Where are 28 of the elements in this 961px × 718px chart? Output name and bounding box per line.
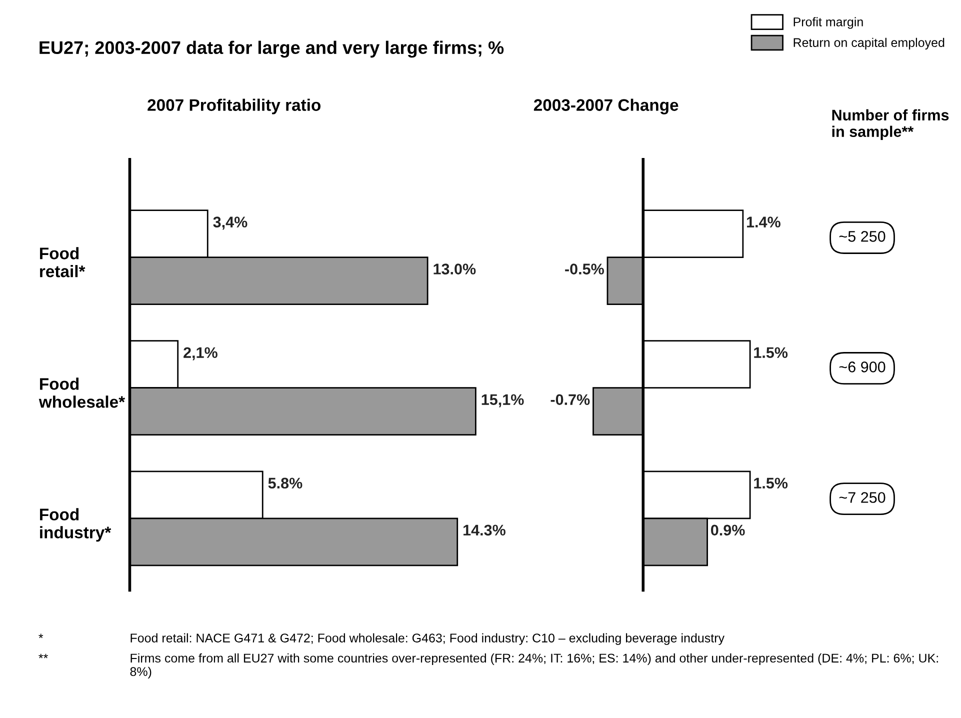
- legend-label: Profit margin: [794, 17, 863, 29]
- chart-title: EU27; 2003-2007 data for large and very large firms; %: [40, 40, 504, 58]
- text: ~5 250: [839, 231, 886, 242]
- data-label: 13.0%: [434, 264, 476, 274]
- data-label: -0.5%: [565, 264, 604, 274]
- data-label: 1.5%: [754, 347, 788, 358]
- legend-label: Return on capital employed: [794, 38, 944, 50]
- data-label: 0.9%: [711, 524, 745, 536]
- text: Food retail: NACE G471 & G472; Food wholesale: G463; Food industry: C10 – excluding beverage industry: [130, 633, 724, 645]
- text: ~6 900: [839, 362, 886, 372]
- data-label: 14.3%: [464, 524, 506, 536]
- text: Firms come from all EU27 with some countries over-represented (FR: 24%; IT: 16%; ES: 14%) and other under-represented (DE: 4%; PL: 6%; UK: 8%): [130, 653, 938, 678]
- chart-subtitle: 2003-2007 Change: [534, 98, 678, 114]
- text: Number of firms in sample**: [832, 109, 949, 140]
- text: **: [38, 654, 48, 658]
- data-label: 1.5%: [754, 478, 788, 489]
- data-label: 15,1%: [482, 394, 524, 408]
- chart-subtitle: 2007 Profitability ratio: [148, 98, 321, 114]
- y-tick-label: Food industry*: [40, 508, 112, 542]
- data-label: 1.4%: [747, 216, 780, 228]
- text: *: [38, 634, 44, 638]
- y-tick-label: Food retail*: [40, 247, 86, 278]
- text: ~7 250: [839, 492, 886, 503]
- data-label: 5.8%: [268, 478, 302, 489]
- y-tick-label: Food wholesale*: [38, 378, 126, 408]
- data-label: 3,4%: [213, 216, 248, 230]
- data-label: 2,1%: [184, 347, 218, 360]
- data-label: -0.7%: [550, 394, 590, 406]
